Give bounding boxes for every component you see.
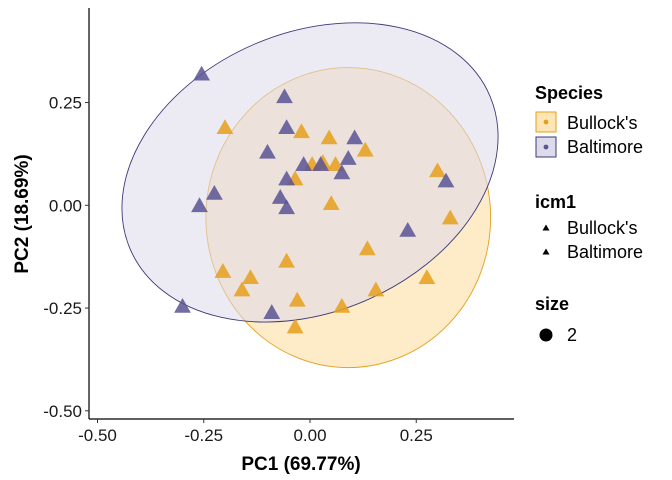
legend-icm1-bullocks: Bullock's — [567, 218, 637, 238]
point-baltimore-11 — [205, 184, 223, 200]
point-baltimore-12 — [191, 197, 208, 213]
point-bullocks-20 — [286, 318, 304, 334]
x-tick-label: -0.50 — [78, 426, 117, 445]
y-tick-label: -0.50 — [43, 402, 82, 421]
ellipse-baltimore — [121, 22, 499, 323]
legend-species-bullocks: Bullock's — [567, 113, 637, 133]
legend-icm1-baltimore-triangle-icon — [542, 248, 550, 255]
point-bullocks-19 — [333, 297, 351, 313]
point-baltimore-17 — [263, 304, 281, 319]
legend-icm1-title: icm1 — [535, 192, 576, 212]
point-bullocks-11 — [358, 240, 376, 256]
legend-key-baltimore-dot — [543, 144, 549, 150]
legend-size-title: size — [535, 294, 569, 314]
point-baltimore-8 — [333, 164, 351, 180]
y-axis-title: PC2 (18.69%) — [12, 154, 33, 273]
point-bullocks-10 — [441, 209, 459, 225]
x-tick-label: -0.25 — [184, 426, 223, 445]
point-baltimore-3 — [346, 129, 364, 145]
point-baltimore-16 — [174, 297, 191, 313]
y-axis-ticks: -0.50 -0.25 0.00 0.25 — [43, 94, 89, 421]
legend-icm1-baltimore: Baltimore — [567, 242, 643, 262]
point-baltimore-15 — [399, 221, 417, 237]
confidence-ellipses — [121, 22, 499, 369]
point-baltimore-2 — [278, 119, 296, 134]
x-axis-ticks: -0.50 -0.25 0.00 0.25 — [78, 419, 433, 445]
axes — [88, 8, 514, 420]
legend-size-dot-icon — [539, 328, 553, 342]
x-axis-title: PC1 (69.77%) — [241, 454, 360, 475]
point-baltimore-0 — [193, 65, 211, 81]
legend-key-bullocks-dot — [543, 119, 549, 125]
x-tick-label: 0.25 — [400, 426, 433, 445]
point-bullocks-6 — [327, 156, 344, 171]
legend-icm1-bullocks-triangle-icon — [542, 224, 550, 231]
legend-size-2: 2 — [567, 325, 577, 345]
x-tick-label: 0.00 — [293, 426, 326, 445]
point-baltimore-4 — [259, 143, 276, 159]
point-baltimore-13 — [271, 189, 289, 204]
legend: Species Bullock's Baltimore icm1 Bullock… — [535, 83, 643, 345]
y-tick-label: -0.25 — [43, 299, 82, 318]
point-baltimore-1 — [276, 88, 293, 104]
point-bullocks-15 — [418, 269, 436, 285]
point-bullocks-16 — [233, 281, 251, 297]
point-baltimore-7 — [312, 156, 330, 171]
point-bullocks-18 — [288, 291, 306, 307]
point-baltimore-9 — [278, 170, 296, 186]
y-tick-label: 0.00 — [49, 196, 82, 215]
point-bullocks-1 — [293, 123, 310, 139]
y-tick-label: 0.25 — [49, 94, 82, 113]
point-bullocks-13 — [242, 269, 259, 285]
point-bullocks-17 — [367, 281, 385, 297]
point-baltimore-5 — [339, 150, 357, 165]
point-baltimore-6 — [295, 156, 313, 171]
point-bullocks-3 — [356, 141, 374, 157]
point-bullocks-9 — [322, 195, 340, 211]
point-bullocks-8 — [429, 162, 446, 178]
point-bullocks-2 — [320, 129, 338, 145]
point-bullocks-12 — [214, 263, 232, 278]
point-bullocks-0 — [216, 119, 234, 134]
data-points — [174, 65, 459, 334]
legend-species-title: Species — [535, 83, 603, 103]
point-baltimore-14 — [278, 199, 296, 215]
point-bullocks-14 — [278, 252, 296, 268]
legend-species-baltimore: Baltimore — [567, 137, 643, 157]
point-baltimore-10 — [437, 172, 455, 188]
